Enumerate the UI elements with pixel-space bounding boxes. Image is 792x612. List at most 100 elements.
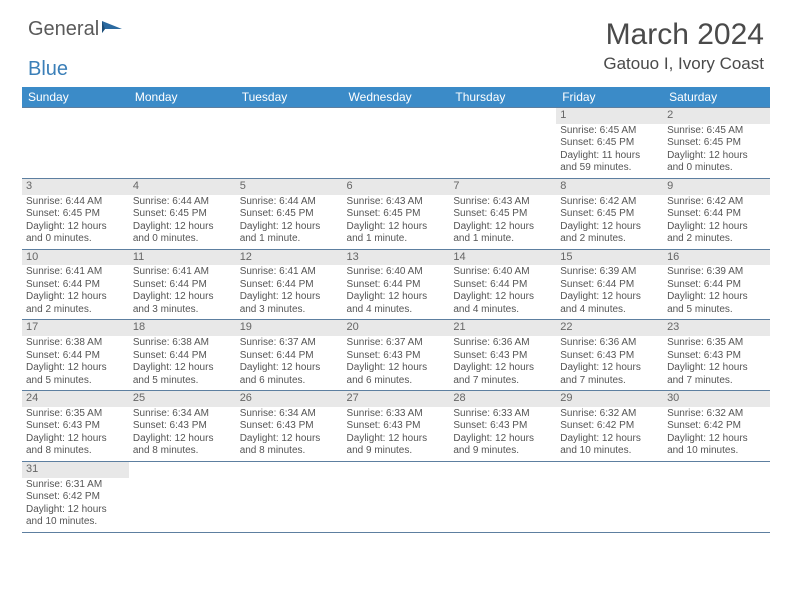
sunset-line: Sunset: 6:43 PM <box>453 350 552 363</box>
calendar-day-cell: 2Sunrise: 6:45 AMSunset: 6:45 PMDaylight… <box>663 108 770 179</box>
sunset-line: Sunset: 6:45 PM <box>453 208 552 221</box>
sunrise-line: Sunrise: 6:34 AM <box>133 408 232 421</box>
sunrise-line: Sunrise: 6:43 AM <box>453 196 552 209</box>
sunset-line: Sunset: 6:44 PM <box>453 279 552 292</box>
day-number: 18 <box>129 320 236 336</box>
day-number: 22 <box>556 320 663 336</box>
sunrise-line: Sunrise: 6:43 AM <box>347 196 446 209</box>
day-number: 1 <box>556 108 663 124</box>
sunrise-line: Sunrise: 6:36 AM <box>560 337 659 350</box>
day-number: 4 <box>129 179 236 195</box>
title-block: March 2024 Gatouo I, Ivory Coast <box>603 18 764 74</box>
sunrise-line: Sunrise: 6:34 AM <box>240 408 339 421</box>
daylight-line: Daylight: 12 hours and 3 minutes. <box>240 291 339 316</box>
calendar-empty-cell <box>556 461 663 532</box>
day-number: 14 <box>449 250 556 266</box>
calendar-day-header: Tuesday <box>236 87 343 108</box>
daylight-line: Daylight: 12 hours and 0 minutes. <box>133 221 232 246</box>
sunset-line: Sunset: 6:45 PM <box>560 137 659 150</box>
day-number: 15 <box>556 250 663 266</box>
day-number: 29 <box>556 391 663 407</box>
sunrise-line: Sunrise: 6:37 AM <box>347 337 446 350</box>
daylight-line: Daylight: 12 hours and 7 minutes. <box>667 362 766 387</box>
sunset-line: Sunset: 6:45 PM <box>667 137 766 150</box>
calendar-empty-cell <box>449 108 556 179</box>
calendar-empty-cell <box>449 461 556 532</box>
daylight-line: Daylight: 12 hours and 7 minutes. <box>560 362 659 387</box>
daylight-line: Daylight: 12 hours and 8 minutes. <box>26 433 125 458</box>
day-number: 20 <box>343 320 450 336</box>
sunset-line: Sunset: 6:45 PM <box>347 208 446 221</box>
day-number: 10 <box>22 250 129 266</box>
sunrise-line: Sunrise: 6:42 AM <box>560 196 659 209</box>
daylight-line: Daylight: 12 hours and 0 minutes. <box>667 150 766 175</box>
daylight-line: Daylight: 12 hours and 2 minutes. <box>26 291 125 316</box>
day-number: 27 <box>343 391 450 407</box>
daylight-line: Daylight: 12 hours and 9 minutes. <box>453 433 552 458</box>
calendar-day-cell: 24Sunrise: 6:35 AMSunset: 6:43 PMDayligh… <box>22 391 129 462</box>
calendar-day-cell: 7Sunrise: 6:43 AMSunset: 6:45 PMDaylight… <box>449 178 556 249</box>
sunset-line: Sunset: 6:43 PM <box>240 420 339 433</box>
day-number: 6 <box>343 179 450 195</box>
day-number: 7 <box>449 179 556 195</box>
sunrise-line: Sunrise: 6:38 AM <box>26 337 125 350</box>
sunset-line: Sunset: 6:44 PM <box>26 279 125 292</box>
sunset-line: Sunset: 6:42 PM <box>667 420 766 433</box>
sunset-line: Sunset: 6:44 PM <box>133 350 232 363</box>
day-number: 17 <box>22 320 129 336</box>
sunrise-line: Sunrise: 6:31 AM <box>26 479 125 492</box>
logo-flag-icon <box>102 19 124 35</box>
calendar-empty-cell <box>343 108 450 179</box>
daylight-line: Daylight: 12 hours and 5 minutes. <box>667 291 766 316</box>
calendar-day-cell: 14Sunrise: 6:40 AMSunset: 6:44 PMDayligh… <box>449 249 556 320</box>
day-number: 25 <box>129 391 236 407</box>
daylight-line: Daylight: 12 hours and 1 minute. <box>240 221 339 246</box>
calendar-day-cell: 21Sunrise: 6:36 AMSunset: 6:43 PMDayligh… <box>449 320 556 391</box>
daylight-line: Daylight: 12 hours and 4 minutes. <box>560 291 659 316</box>
sunrise-line: Sunrise: 6:44 AM <box>240 196 339 209</box>
calendar-day-cell: 31Sunrise: 6:31 AMSunset: 6:42 PMDayligh… <box>22 461 129 532</box>
logo: General <box>28 18 124 41</box>
calendar-day-cell: 27Sunrise: 6:33 AMSunset: 6:43 PMDayligh… <box>343 391 450 462</box>
sunset-line: Sunset: 6:44 PM <box>667 279 766 292</box>
calendar-day-header: Monday <box>129 87 236 108</box>
daylight-line: Daylight: 12 hours and 1 minute. <box>347 221 446 246</box>
calendar-day-cell: 4Sunrise: 6:44 AMSunset: 6:45 PMDaylight… <box>129 178 236 249</box>
daylight-line: Daylight: 12 hours and 3 minutes. <box>133 291 232 316</box>
sunrise-line: Sunrise: 6:36 AM <box>453 337 552 350</box>
sunrise-line: Sunrise: 6:41 AM <box>240 266 339 279</box>
sunset-line: Sunset: 6:42 PM <box>26 491 125 504</box>
location-subtitle: Gatouo I, Ivory Coast <box>603 54 764 74</box>
sunset-line: Sunset: 6:44 PM <box>240 279 339 292</box>
logo-text-1: General <box>28 18 99 41</box>
calendar-empty-cell <box>129 461 236 532</box>
sunset-line: Sunset: 6:42 PM <box>560 420 659 433</box>
calendar-day-header: Friday <box>556 87 663 108</box>
sunset-line: Sunset: 6:43 PM <box>347 350 446 363</box>
day-number: 26 <box>236 391 343 407</box>
calendar-week-row: 31Sunrise: 6:31 AMSunset: 6:42 PMDayligh… <box>22 461 770 532</box>
sunrise-line: Sunrise: 6:32 AM <box>667 408 766 421</box>
sunset-line: Sunset: 6:43 PM <box>453 420 552 433</box>
sunset-line: Sunset: 6:45 PM <box>240 208 339 221</box>
daylight-line: Daylight: 12 hours and 2 minutes. <box>560 221 659 246</box>
sunrise-line: Sunrise: 6:45 AM <box>560 125 659 138</box>
day-number: 23 <box>663 320 770 336</box>
calendar-header-row: SundayMondayTuesdayWednesdayThursdayFrid… <box>22 87 770 108</box>
day-number: 28 <box>449 391 556 407</box>
calendar-day-cell: 15Sunrise: 6:39 AMSunset: 6:44 PMDayligh… <box>556 249 663 320</box>
day-number: 21 <box>449 320 556 336</box>
daylight-line: Daylight: 12 hours and 8 minutes. <box>240 433 339 458</box>
calendar-day-cell: 26Sunrise: 6:34 AMSunset: 6:43 PMDayligh… <box>236 391 343 462</box>
daylight-line: Daylight: 12 hours and 1 minute. <box>453 221 552 246</box>
sunset-line: Sunset: 6:43 PM <box>560 350 659 363</box>
sunset-line: Sunset: 6:45 PM <box>560 208 659 221</box>
daylight-line: Daylight: 12 hours and 10 minutes. <box>667 433 766 458</box>
sunset-line: Sunset: 6:43 PM <box>26 420 125 433</box>
day-number: 30 <box>663 391 770 407</box>
sunrise-line: Sunrise: 6:35 AM <box>26 408 125 421</box>
calendar-day-cell: 18Sunrise: 6:38 AMSunset: 6:44 PMDayligh… <box>129 320 236 391</box>
calendar-empty-cell <box>22 108 129 179</box>
calendar-day-cell: 28Sunrise: 6:33 AMSunset: 6:43 PMDayligh… <box>449 391 556 462</box>
month-title: March 2024 <box>603 18 764 52</box>
